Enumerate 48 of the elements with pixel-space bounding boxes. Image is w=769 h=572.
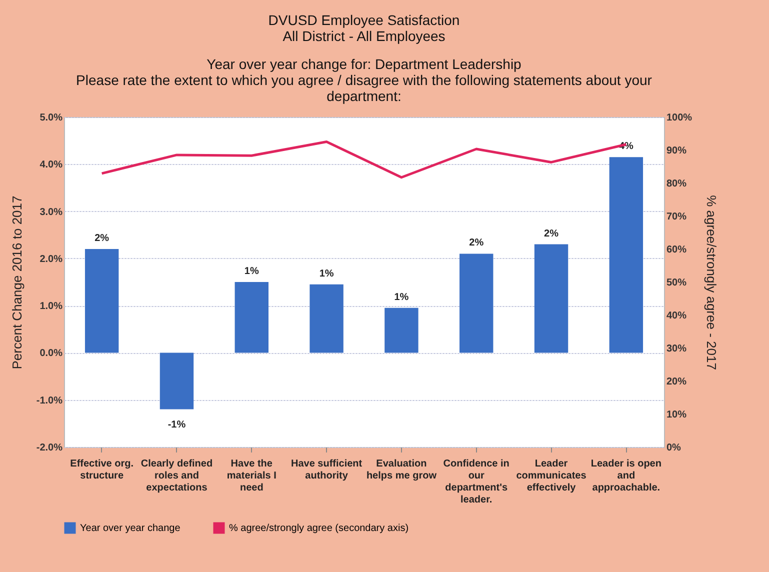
- y2-tick-label: 30%: [666, 344, 687, 354]
- y-tick-label: 4.0%: [40, 160, 63, 171]
- bar: [160, 352, 194, 410]
- data-label: 2%: [94, 233, 110, 244]
- x-tick-label: Clearly defined roles and expectations: [140, 458, 213, 494]
- y2-tick-label: 80%: [666, 178, 687, 190]
- chart-subtitle: Year over year change for: Department Leadership Please rate the extent to which you agree / disagree with the following statements about your department:: [76, 56, 652, 104]
- bar: [84, 249, 119, 353]
- bar: [460, 254, 494, 353]
- x-tick-label: Effective org. structure: [70, 458, 134, 482]
- y-axis-title: Percent Change 2016 to 2017: [9, 196, 24, 370]
- y-tick-label: 1.0%: [40, 301, 63, 312]
- x-tick-label: Have sufficient authority: [290, 458, 363, 482]
- data-label: -1%: [168, 419, 186, 430]
- y-tick-label: -2.0%: [36, 442, 63, 454]
- data-label: 2%: [469, 238, 484, 249]
- data-label: 1%: [244, 266, 259, 277]
- y2-tick-label: 0%: [666, 442, 682, 454]
- chart-title: DVUSD Employee Satisfaction All District - All Employees: [268, 12, 460, 44]
- y2-tick-label: 50%: [666, 278, 687, 288]
- bar: [534, 244, 568, 353]
- legend-label: % agree/strongly agree (secondary axis): [229, 523, 409, 534]
- y2-tick-label: 100%: [666, 112, 692, 124]
- x-tick-label: Confidence in our department's leader.: [443, 458, 510, 506]
- x-tick-label: Leader communicates effectively: [516, 458, 587, 494]
- x-tick-label: Leader is open and approachable.: [590, 458, 662, 494]
- y2-tick-label: 20%: [666, 376, 687, 388]
- y-tick-label: 0.0%: [40, 348, 63, 360]
- data-label: 1%: [394, 292, 409, 303]
- x-tick-label: Evaluation helps me grow: [366, 458, 437, 482]
- y2-tick-label: 10%: [666, 410, 687, 420]
- data-label: 2%: [544, 228, 559, 240]
- y-tick-label: 2.0%: [40, 254, 63, 265]
- y-tick-label: 5.0%: [40, 112, 63, 124]
- y2-tick-label: 60%: [666, 244, 687, 256]
- y2-tick-label: 90%: [666, 146, 687, 156]
- legend-label: Year over year change: [80, 523, 181, 534]
- y2-tick-label: 40%: [666, 310, 687, 322]
- bar: [310, 284, 344, 353]
- y-tick-label: -1.0%: [36, 395, 63, 406]
- bar: [384, 308, 418, 353]
- bar: [609, 157, 644, 353]
- y2-tick-label: 70%: [666, 212, 687, 222]
- bar: [234, 282, 268, 353]
- y2-axis-title: % agree/strongly agree - 2017: [704, 195, 720, 370]
- data-label: 1%: [319, 268, 334, 280]
- y-tick-label: 3.0%: [40, 206, 63, 218]
- x-tick-label: Have the materials I need: [226, 458, 277, 494]
